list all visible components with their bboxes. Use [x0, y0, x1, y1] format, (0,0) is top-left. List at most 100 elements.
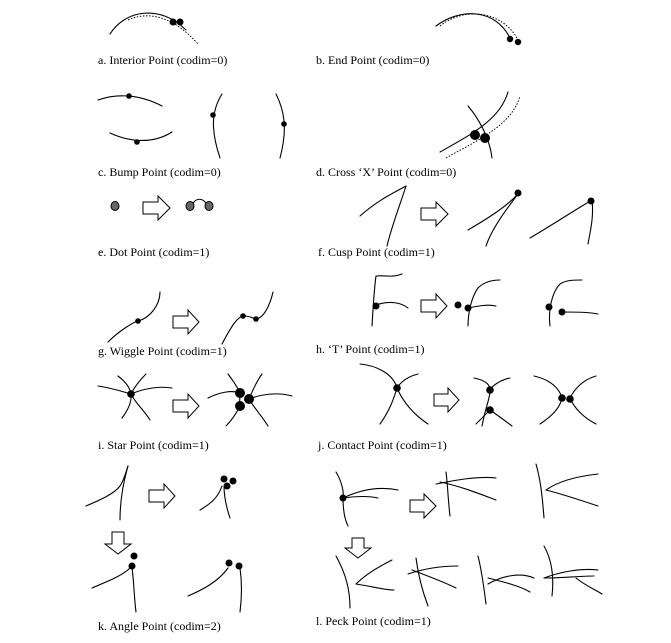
cross-curve: [439, 91, 509, 153]
panel-e-label: e. Dot Point (codim=1): [98, 245, 210, 259]
angle-point: [223, 482, 231, 490]
t-curve: [467, 304, 497, 309]
transition-arrow: [420, 292, 448, 320]
star-point: [127, 390, 135, 398]
bump-curve: [97, 95, 163, 107]
panel-i-label: i. Star Point (codim=1): [98, 438, 209, 452]
panel-i-drawing: [97, 373, 293, 427]
angle-point: [128, 562, 136, 570]
star-point: [235, 388, 245, 398]
interior-dotted-curve: [127, 15, 199, 45]
star-curve: [97, 385, 132, 395]
end-curve: [435, 13, 511, 39]
contact-point: [558, 394, 566, 402]
angle-curve: [119, 465, 129, 521]
cross-point: [470, 130, 480, 140]
t-point: [372, 302, 380, 310]
panel-l-drawing: [335, 463, 603, 609]
panel-c-label: c. Bump Point (codim=0): [98, 165, 221, 179]
transition-arrow: [142, 194, 171, 222]
end-point: [506, 35, 514, 43]
wiggle-curve: [107, 291, 161, 343]
transition-arrow-down: [103, 531, 133, 555]
dot-arc: [192, 198, 207, 204]
peck-curve: [342, 487, 399, 499]
cusp-point: [587, 197, 595, 205]
wiggle-point: [240, 313, 246, 319]
wiggle-point: [135, 318, 141, 324]
peck-curve: [543, 545, 554, 597]
angle-point: [130, 552, 138, 560]
angle-point: [229, 477, 237, 485]
peck-curve: [415, 557, 429, 607]
peck-curve: [335, 555, 351, 609]
star-point: [244, 394, 254, 404]
star-curve: [225, 373, 241, 427]
contact-curve: [473, 377, 491, 427]
transition-arrow-down: [343, 537, 373, 559]
cross-dotted-curve: [445, 95, 521, 159]
bump-curve: [275, 93, 285, 159]
contact-curve: [359, 363, 429, 425]
panel-g-drawing: [107, 291, 274, 345]
peck-curve: [355, 583, 395, 591]
t-curve: [371, 275, 377, 327]
peck-curve: [407, 565, 459, 575]
cross-curve: [467, 105, 493, 159]
peck-point: [339, 494, 347, 502]
bump-point: [281, 121, 287, 127]
cusp-curve: [467, 193, 519, 231]
contact-point: [486, 406, 494, 414]
dot-point: [110, 201, 120, 211]
peck-curve: [487, 574, 535, 585]
panel-g-label: g. Wiggle Point (codim=1): [98, 344, 227, 358]
panel-f-drawing: [359, 185, 595, 247]
cusp-curve: [587, 199, 594, 245]
peck-curve: [445, 471, 451, 517]
bump-curve: [212, 93, 223, 159]
angle-point: [220, 475, 228, 483]
panel-e-drawing: [110, 194, 214, 222]
angle-point: [225, 559, 233, 567]
angle-curve: [239, 567, 243, 613]
panel-a-label: a. Interior Point (codim=0): [98, 53, 228, 67]
panel-k-label: k. Angle Point (codim=2): [98, 619, 221, 633]
t-curve: [561, 311, 599, 315]
peck-curve: [477, 555, 487, 605]
bump-point: [210, 112, 216, 118]
panel-h-drawing: [371, 273, 599, 327]
peck-curve: [355, 559, 393, 585]
t-point: [558, 308, 566, 316]
angle-curve: [223, 485, 231, 519]
panel-b-label: b. End Point (codim=0): [316, 53, 430, 67]
dot-point: [185, 201, 195, 211]
transition-arrow: [409, 492, 437, 520]
peck-curve: [543, 575, 595, 579]
panel-j-drawing: [359, 363, 597, 427]
transition-arrow: [148, 482, 176, 510]
star-curve: [130, 373, 151, 421]
cusp-curve: [386, 185, 407, 247]
transition-arrow: [172, 392, 200, 420]
contact-curve: [569, 375, 597, 425]
star-curve: [248, 393, 293, 400]
cusp-curve: [359, 185, 407, 217]
peck-curve: [487, 577, 531, 593]
star-point: [235, 401, 245, 411]
peck-curve: [545, 473, 599, 491]
panel-d-drawing: [439, 91, 521, 159]
cusp-point: [514, 189, 522, 197]
contact-point: [566, 395, 574, 403]
t-curve: [467, 279, 501, 327]
dot-point: [204, 201, 214, 211]
panel-b-drawing: [435, 13, 522, 46]
t-curve: [375, 273, 403, 277]
panel-l-label: l. Peck Point (codim=1): [316, 614, 431, 628]
contact-point: [393, 384, 401, 392]
panel-a-drawing: [109, 12, 199, 45]
end-dotted-curve: [439, 13, 519, 41]
t-point: [464, 304, 472, 312]
t-curve: [548, 279, 583, 327]
peck-curve: [535, 463, 545, 519]
